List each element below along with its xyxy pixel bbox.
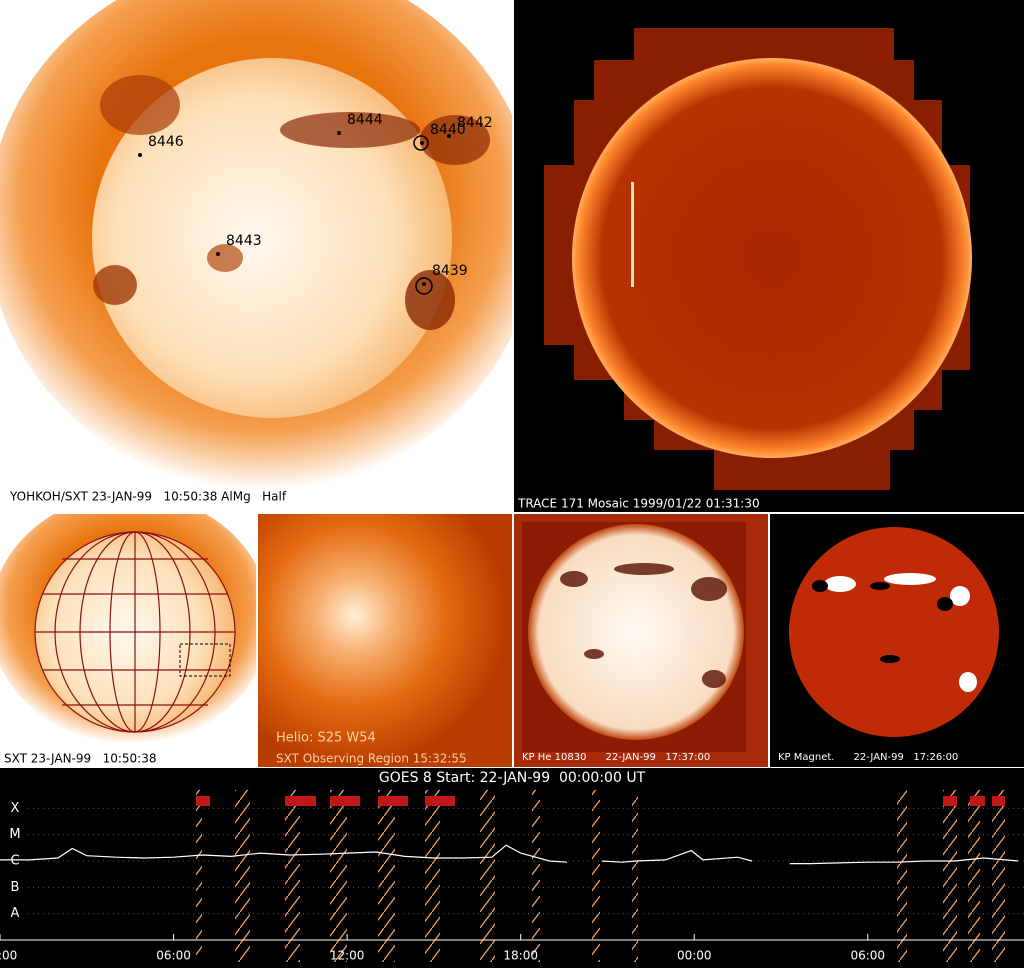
coverage-band xyxy=(968,790,980,962)
coverage-band xyxy=(943,790,957,962)
caption: YOHKOH/SXT 23-JAN-99 10:50:38 AlMg Half xyxy=(9,490,287,504)
coverage-bands xyxy=(196,790,1005,962)
region-label: 8439 xyxy=(432,263,468,279)
x-tick-label: 06:00 xyxy=(156,949,191,963)
coverage-band xyxy=(285,790,300,962)
zoom-panel: Helio: S25 W54 SXT Observing Region 15:3… xyxy=(258,514,512,767)
y-tick-label: A xyxy=(11,906,20,921)
y-tick-label: B xyxy=(11,880,20,895)
flux-line xyxy=(0,844,1019,865)
caption: KP Magnet. 22-JAN-99 17:26:00 xyxy=(778,752,958,763)
region-label: 8440 xyxy=(430,122,466,138)
flare-bar xyxy=(196,796,210,806)
coverage-band xyxy=(425,790,440,962)
x-tick-label: 12:00 xyxy=(330,949,365,963)
y-tick-label: X xyxy=(11,801,20,816)
coverage-band xyxy=(235,790,250,962)
region-label: 8444 xyxy=(347,112,383,128)
coverage-band xyxy=(632,790,638,962)
region-dot xyxy=(420,141,424,145)
region-label: 8443 xyxy=(226,233,262,249)
sxt-grid-panel: SXT 23-JAN-99 10:50:38 xyxy=(0,514,256,767)
caption: KP He 10830 22-JAN-99 17:37:00 xyxy=(522,752,710,763)
region-dot xyxy=(447,134,451,138)
y-tick-label: C xyxy=(10,854,19,869)
x-tick-label: 00:00 xyxy=(677,949,712,963)
flare-bar xyxy=(992,796,1005,806)
coverage-band xyxy=(330,790,347,962)
region-dot xyxy=(216,252,220,256)
x-tick-label: 18:00 xyxy=(503,949,538,963)
flare-bar xyxy=(330,796,360,806)
coverage-band xyxy=(378,790,395,962)
coverage-band xyxy=(480,790,495,962)
coverage-band xyxy=(532,790,540,962)
caption: SXT 23-JAN-99 10:50:38 xyxy=(4,752,157,766)
trace-panel: TRACE 171 Mosaic 1999/01/22 01:31:30 xyxy=(514,0,1024,512)
coverage-band xyxy=(196,790,202,962)
flare-bar xyxy=(285,796,316,806)
caption: SXT Observing Region 15:32:55 xyxy=(276,752,467,766)
x-tick-label: 00:00 xyxy=(0,949,17,963)
heading: Helio: S25 W54 xyxy=(276,731,376,746)
region-dot xyxy=(337,131,341,135)
region-label: 8446 xyxy=(148,134,184,150)
goes-plot: GOES 8 Start: 22-JAN-99 00:00:00 UT ABCMX… xyxy=(0,768,1024,968)
he-panel: KP He 10830 22-JAN-99 17:37:00 xyxy=(514,514,768,767)
flare-bar xyxy=(970,796,985,806)
region-dot xyxy=(422,282,426,286)
y-tick-label: M xyxy=(9,827,20,842)
x-tick-label: 06:00 xyxy=(850,949,885,963)
region-dot xyxy=(138,153,142,157)
region-label: 8442 xyxy=(457,115,493,131)
chart-title: GOES 8 Start: 22-JAN-99 00:00:00 UT xyxy=(379,770,646,786)
coverage-band xyxy=(592,790,600,962)
magnet-panel: KP Magnet. 22-JAN-99 17:26:00 xyxy=(770,514,1024,767)
caption: TRACE 171 Mosaic 1999/01/22 01:31:30 xyxy=(517,497,760,511)
flare-bar xyxy=(425,796,455,806)
flare-bar xyxy=(943,796,957,806)
coverage-band xyxy=(992,790,1005,962)
coverage-band xyxy=(897,790,907,962)
flare-bar xyxy=(378,796,408,806)
